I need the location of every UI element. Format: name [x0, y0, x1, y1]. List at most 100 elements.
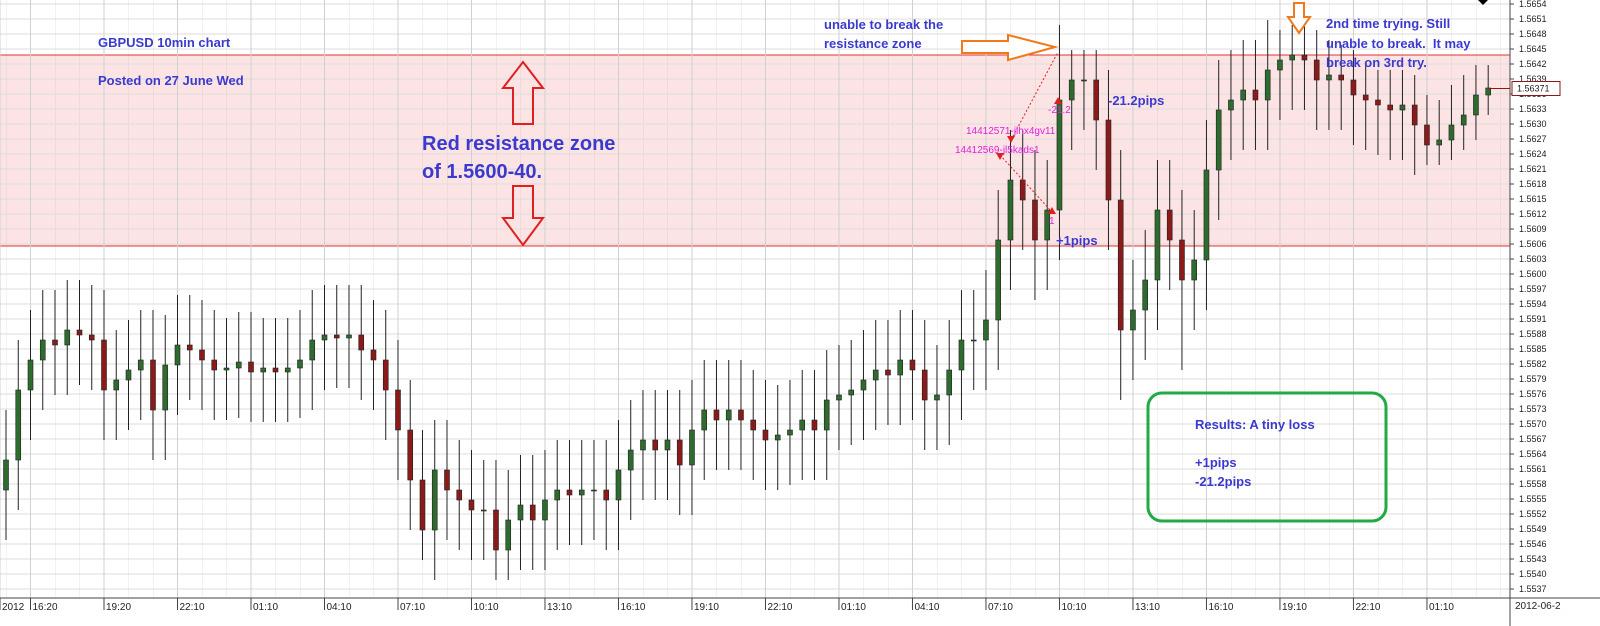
candle-body	[897, 359, 904, 376]
candle-body	[1375, 99, 1381, 106]
candle-body	[309, 339, 316, 361]
sell-marker	[996, 153, 1004, 160]
x-tick-label: 07:10	[988, 602, 1013, 613]
y-tick-label: 1.5609	[1519, 224, 1547, 234]
y-tick-label: 1.5618	[1519, 179, 1547, 189]
candle-body	[529, 504, 536, 521]
candle-body	[799, 419, 806, 431]
results-text: Results: A tiny loss	[1195, 417, 1315, 432]
date-stamp: 2012-06-2	[1515, 601, 1561, 612]
candle-body	[1068, 79, 1075, 101]
y-tick-label: 1.5540	[1519, 569, 1547, 579]
x-tick-label: 04:10	[914, 602, 939, 613]
candle-body	[162, 364, 169, 411]
candle-body	[774, 434, 781, 441]
y-tick-label: 1.5555	[1519, 494, 1547, 504]
candle-body	[1166, 209, 1173, 241]
x-tick-label: 22:10	[1355, 602, 1380, 613]
down-arrow	[501, 185, 545, 247]
x-tick-label: 01:10	[253, 602, 278, 613]
x-tick-label: 13:10	[1135, 602, 1160, 613]
y-tick-label: 1.5579	[1519, 374, 1547, 384]
candle-body	[199, 349, 205, 361]
candle-body	[995, 239, 1002, 321]
candle-body	[1264, 69, 1271, 101]
current-price-label: 1.56371	[1517, 84, 1550, 94]
x-tick-label: 10:10	[473, 602, 498, 613]
candle-body	[921, 369, 928, 401]
candle-body	[1215, 109, 1222, 171]
y-tick-label: 1.5543	[1519, 554, 1547, 564]
candle-body	[934, 394, 940, 401]
candle-body	[542, 499, 548, 521]
candle-body	[150, 359, 156, 411]
y-tick-label: 1.5621	[1519, 164, 1547, 174]
y-tick-label: 1.5549	[1519, 524, 1547, 534]
candle-body	[1448, 124, 1455, 141]
y-tick-label: 1.5570	[1519, 419, 1547, 429]
y-tick-label: 1.5627	[1519, 134, 1547, 144]
annotation: +1pips	[1056, 233, 1098, 248]
annotation: break on 3rd try.	[1326, 55, 1427, 70]
trade-line	[1010, 51, 1059, 141]
down-arrow-orange	[1286, 2, 1312, 35]
buy-marker	[1054, 97, 1062, 104]
y-tick-label: 1.5573	[1519, 404, 1547, 414]
corner-marker	[1478, 0, 1488, 5]
x-tick-label: 07:10	[400, 602, 425, 613]
candle-body	[407, 429, 414, 481]
y-tick-label: 1.5594	[1519, 299, 1547, 309]
candle-body	[885, 369, 891, 376]
trade-line	[999, 154, 1053, 213]
y-tick-label: 1.5654	[1519, 0, 1547, 9]
candle-body	[689, 429, 695, 466]
candle-body	[431, 469, 438, 531]
candle-body	[64, 329, 71, 346]
candle-body	[811, 419, 818, 431]
candle-body	[787, 429, 793, 436]
candle-body	[1473, 94, 1479, 116]
candle-body	[1117, 199, 1124, 331]
y-tick-label: 1.5537	[1519, 584, 1547, 594]
candle-body	[1154, 209, 1161, 281]
candle-body	[480, 509, 487, 512]
candle-body	[1142, 279, 1149, 311]
candle-body	[284, 367, 291, 373]
candle-body	[1424, 124, 1430, 146]
candle-body	[909, 359, 916, 371]
candle-body	[1362, 94, 1369, 101]
candle-body	[125, 369, 132, 381]
candle-body	[1350, 79, 1357, 96]
candle-body	[39, 339, 46, 361]
candle-body	[272, 367, 279, 373]
y-tick-label: 1.5600	[1519, 269, 1547, 279]
candle-body	[1436, 139, 1442, 146]
candle-body	[321, 334, 328, 341]
x-tick-label: 22:10	[767, 602, 792, 613]
up-arrow	[500, 60, 546, 125]
y-tick-label: 1.5624	[1519, 149, 1547, 159]
y-tick-label: 1.5558	[1519, 479, 1547, 489]
candle-body	[652, 439, 659, 451]
candle-body	[235, 361, 242, 369]
candle-body	[738, 409, 744, 421]
candle-body	[1277, 59, 1283, 71]
trade-label: 1	[1049, 216, 1055, 227]
candle-body	[554, 489, 561, 501]
candle-body	[713, 409, 720, 421]
candle-body	[333, 334, 340, 339]
candle-body	[1044, 209, 1051, 241]
y-tick-label: 1.5552	[1519, 509, 1547, 519]
annotation: GBPUSD 10min chart	[98, 35, 231, 50]
x-tick-label: 13:10	[547, 602, 572, 613]
current-price-box	[1511, 81, 1561, 96]
candle-body	[627, 449, 634, 471]
candle-body	[1240, 89, 1247, 101]
x-tick-label: 04:10	[326, 602, 351, 613]
candle-body	[1105, 119, 1112, 201]
x-tick-label: 2012	[2, 602, 25, 613]
candle-body	[113, 379, 120, 391]
annotation: 2nd time trying. Still	[1326, 16, 1450, 31]
annotation: Red resistance zone	[422, 133, 615, 155]
